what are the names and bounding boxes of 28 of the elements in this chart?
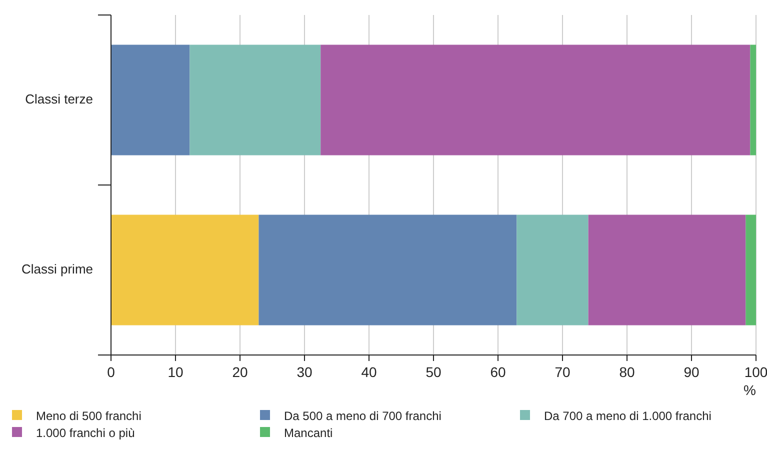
x-tick-label: 10 (168, 364, 184, 380)
x-tick-label: 40 (361, 364, 377, 380)
bar (258, 214, 517, 326)
x-tick-label: 20 (232, 364, 248, 380)
legend-label: Mancanti (284, 426, 333, 440)
x-tick-label: 80 (619, 364, 635, 380)
legend-label: Da 700 a meno di 1.000 franchi (544, 409, 712, 423)
bar (320, 44, 750, 156)
x-tick-label: 30 (296, 364, 312, 380)
x-tick-label: 90 (684, 364, 700, 380)
y-tick-label: Classi prime (21, 261, 93, 276)
x-tick-label: 0 (107, 364, 116, 380)
x-axis-title: % (744, 382, 756, 398)
legend-label: Meno di 500 franchi (36, 409, 142, 423)
legend-label: Da 500 a meno di 700 franchi (284, 409, 442, 423)
x-tick-label: 50 (426, 364, 442, 380)
x-tick-label: 60 (490, 364, 506, 380)
y-tick-label: Classi terze (25, 91, 93, 106)
bar (111, 44, 190, 156)
bar (746, 214, 756, 326)
bar (516, 214, 588, 326)
x-tick-label: 100 (744, 364, 767, 380)
bar (111, 214, 259, 326)
legend-label: 1.000 franchi o più (36, 426, 135, 440)
x-tick-label: 70 (554, 364, 570, 380)
bar (190, 44, 321, 156)
bar (750, 44, 756, 156)
bar (588, 214, 746, 326)
